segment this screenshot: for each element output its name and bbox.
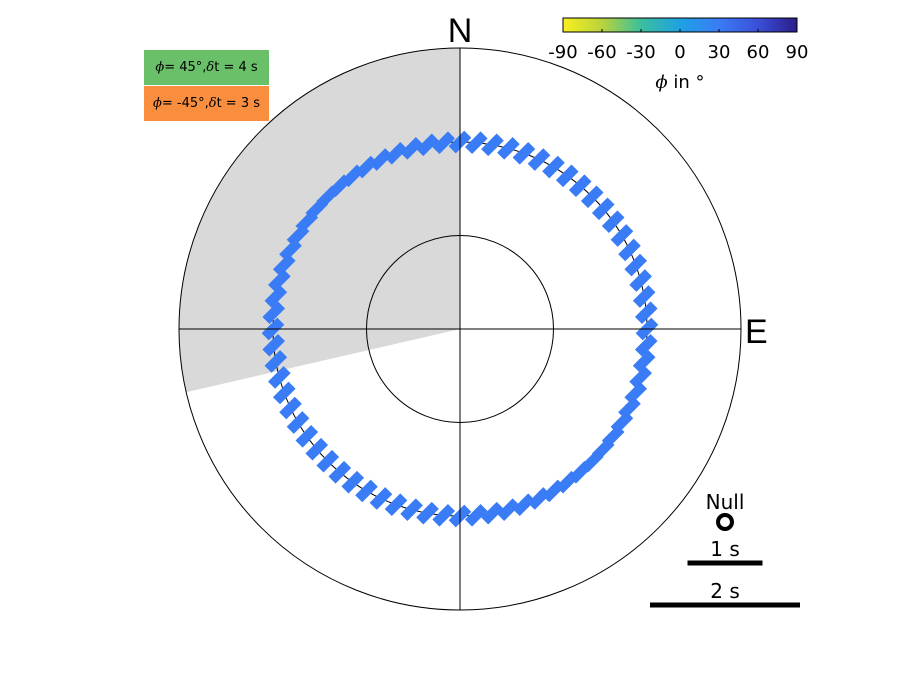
legend-item-1-delta: δ <box>206 60 215 75</box>
splitting-marker <box>481 133 504 157</box>
splitting-marker <box>624 253 648 277</box>
scale-bar-label-1: 1 s <box>710 537 740 561</box>
splitting-marker <box>416 501 439 525</box>
east-label: E <box>745 313 768 351</box>
splitting-marker <box>279 396 302 420</box>
splitting-marker <box>305 437 329 461</box>
splitting-marker <box>400 498 423 521</box>
colorbar-tick-label: -60 <box>587 42 616 63</box>
splitting-marker <box>369 148 393 171</box>
colorbar-tick-label: 60 <box>747 42 770 63</box>
legend-item-2-text-b: t = 3 s <box>216 96 261 111</box>
splitting-marker <box>272 381 296 405</box>
splitting-marker <box>264 350 288 373</box>
splitting-marker <box>512 493 536 517</box>
legend-item-1-text-b: t = 4 s <box>214 60 258 75</box>
splitting-marker <box>542 155 565 179</box>
splitting-marker <box>481 501 504 525</box>
legend-item-1-phi: ϕ <box>155 60 165 75</box>
splitting-marker <box>555 164 579 188</box>
scale-bar-label-2: 2 s <box>710 579 740 603</box>
splitting-marker <box>384 493 408 517</box>
colorbar-label-unit: in ° <box>668 72 705 93</box>
splitting-marker <box>416 133 439 157</box>
splitting-marker <box>272 253 296 277</box>
splitting-marker <box>262 333 286 357</box>
legend-item-2-delta: δ <box>208 96 217 111</box>
splitting-marker <box>432 131 456 155</box>
splitting-marker <box>629 269 652 292</box>
splitting-marker <box>591 197 615 221</box>
splitting-marker <box>610 224 634 247</box>
splitting-marker <box>400 137 423 160</box>
colorbar-tick-label: -30 <box>626 42 655 63</box>
splitting-marker <box>497 137 520 160</box>
splitting-marker <box>262 301 286 325</box>
splitting-marker <box>316 449 340 473</box>
null-marker-icon <box>716 513 734 531</box>
splitting-marker <box>464 131 488 155</box>
splitting-marker <box>464 503 488 527</box>
splitting-marker <box>624 381 648 405</box>
splitting-marker <box>264 285 288 308</box>
splitting-marker <box>369 487 393 510</box>
splitting-marker <box>601 210 625 234</box>
splitting-marker <box>634 333 658 357</box>
splitting-marker <box>328 460 352 484</box>
splitting-marker <box>629 366 652 389</box>
splitting-marker <box>497 498 520 521</box>
colorbar-label-symbol: ϕ <box>655 72 667 93</box>
splitting-marker <box>268 269 291 292</box>
shaded-backazimuth-sector <box>178 48 460 393</box>
colorbar-tick-label: -90 <box>548 42 577 63</box>
splitting-marker <box>432 503 456 527</box>
splitting-marker <box>632 350 656 373</box>
splitting-marker <box>355 479 378 503</box>
colorbar-tick-label: 30 <box>708 42 731 63</box>
splitting-marker <box>268 366 291 389</box>
splitting-marker <box>527 487 551 510</box>
splitting-marker <box>634 301 658 325</box>
north-label: N <box>448 12 473 50</box>
colorbar-tick-label: 0 <box>674 42 685 63</box>
splitting-marker <box>527 148 551 171</box>
legend-item-2-phi: ϕ <box>152 96 162 111</box>
splitting-marker <box>286 411 310 434</box>
splitting-marker <box>632 285 656 308</box>
null-label: Null <box>706 490 745 514</box>
splitting-marker <box>295 424 319 448</box>
splitting-marker <box>618 238 641 262</box>
splitting-marker <box>341 470 365 494</box>
splitting-marker <box>580 185 604 209</box>
legend-item-1-text-a: = 45°, <box>164 60 207 75</box>
splitting-marker <box>568 174 592 198</box>
colorbar-tick-label: 90 <box>786 42 809 63</box>
splitting-marker <box>384 141 408 165</box>
colorbar-label: ϕ in ° <box>655 72 704 93</box>
splitting-marker <box>512 141 536 165</box>
legend-item-2-text-a: = -45°, <box>161 96 209 111</box>
